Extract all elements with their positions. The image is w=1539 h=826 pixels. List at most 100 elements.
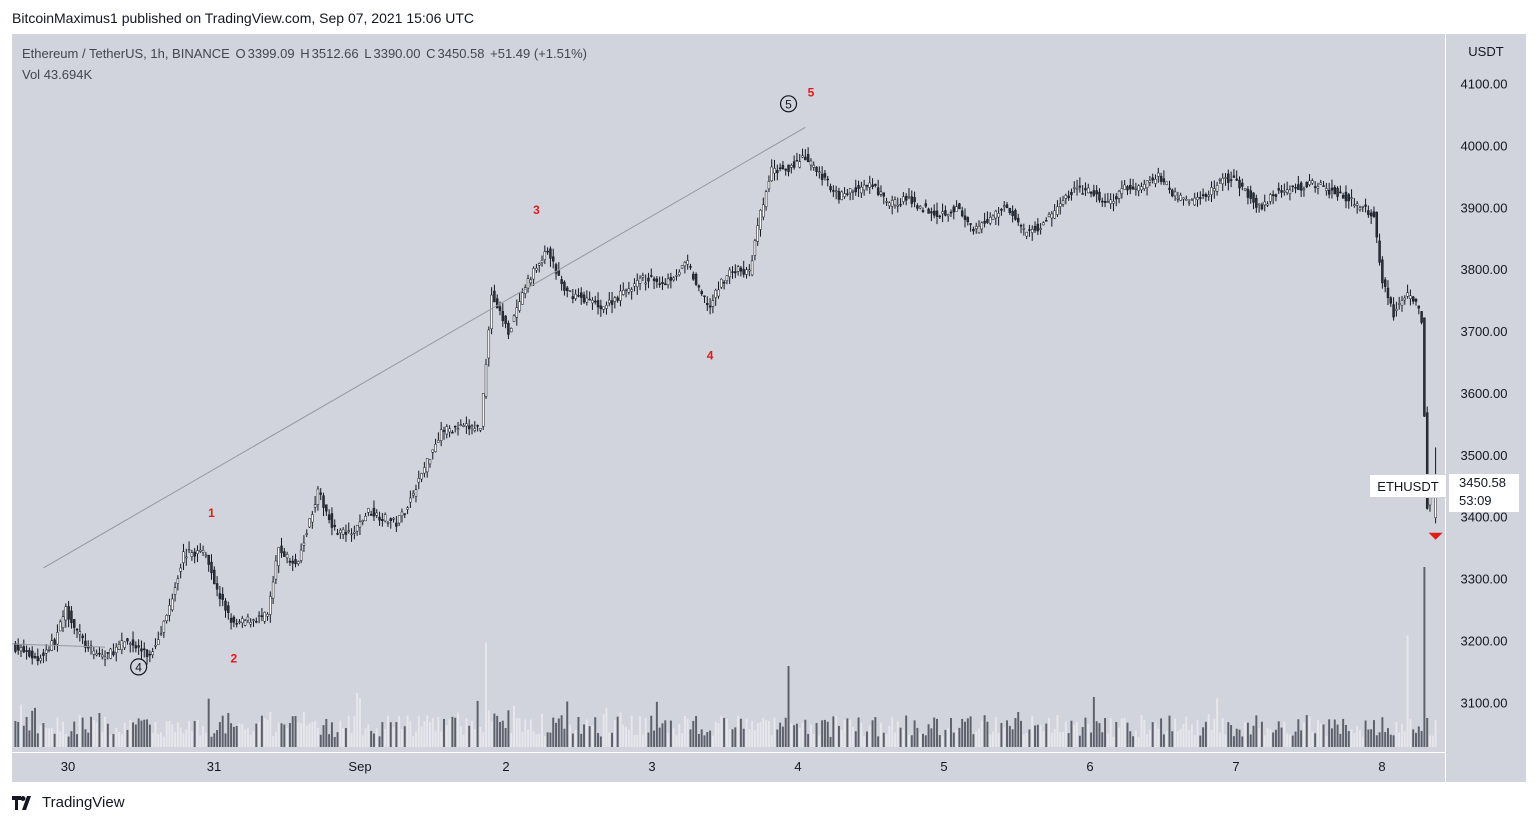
volume-bar xyxy=(1168,715,1171,747)
volume-bar xyxy=(938,735,941,747)
candle-body xyxy=(580,292,583,298)
candle-body xyxy=(966,217,970,223)
volume-bar xyxy=(1431,735,1434,747)
candle-body xyxy=(787,164,790,172)
volume-bar xyxy=(342,728,345,747)
candle-body xyxy=(333,525,336,527)
volume-bar xyxy=(969,716,972,747)
candle-body xyxy=(1075,188,1079,190)
candle-body xyxy=(232,616,236,623)
volume-bar xyxy=(246,728,249,747)
candle-body xyxy=(1039,228,1042,230)
candle-body xyxy=(1420,311,1423,323)
candle-body xyxy=(924,203,928,207)
footer-brand[interactable]: TradingView xyxy=(42,794,125,811)
symbol-title[interactable]: Ethereum / TetherUS, 1h, BINANCE xyxy=(22,46,230,61)
volume-bar xyxy=(499,721,501,747)
candle-body xyxy=(285,554,289,559)
candle-body xyxy=(820,173,824,180)
volume-bar xyxy=(734,727,737,747)
candle-body xyxy=(106,652,110,654)
candle-body xyxy=(806,154,810,163)
candle-body xyxy=(675,275,678,277)
volume-bar xyxy=(1395,721,1398,747)
candle-body xyxy=(549,248,552,259)
volume-bar xyxy=(627,729,630,747)
candle-body xyxy=(815,166,818,172)
time-axis-background xyxy=(12,753,1445,782)
volume-bar xyxy=(398,715,401,747)
candle-body xyxy=(1325,188,1328,191)
candle-body xyxy=(1045,220,1048,222)
candle-body xyxy=(1000,208,1003,211)
volume-bar xyxy=(832,716,835,747)
candle-body xyxy=(952,206,956,213)
volume-bar xyxy=(434,730,437,747)
close-value: 3450.58 xyxy=(437,46,485,61)
open-label: O xyxy=(235,46,246,61)
volume-bar xyxy=(1319,723,1322,747)
candle-body xyxy=(896,204,900,207)
volume-bar xyxy=(431,717,434,747)
volume-bar xyxy=(997,732,1000,747)
volume-bar xyxy=(148,724,151,747)
candle-body xyxy=(854,187,857,193)
open-value: 3399.09 xyxy=(247,46,295,61)
candle-body xyxy=(1115,196,1118,200)
volume-bar xyxy=(667,732,670,747)
volume-bar xyxy=(1084,717,1087,747)
candle-body xyxy=(823,173,827,178)
candle-body xyxy=(1171,189,1174,197)
volume-bar xyxy=(608,732,611,747)
volume-bar xyxy=(414,731,417,747)
volume-bar xyxy=(1392,735,1395,747)
candle-body xyxy=(319,492,322,495)
candle-body xyxy=(185,556,188,559)
candle-body xyxy=(137,645,140,648)
volume-bar xyxy=(787,666,790,747)
candle-body xyxy=(120,640,124,650)
volume-bar xyxy=(639,716,642,747)
candle-body xyxy=(42,652,45,656)
volume-bar xyxy=(846,718,849,747)
volume-bar xyxy=(1120,718,1123,747)
volume-bar xyxy=(1171,731,1174,747)
candle-body xyxy=(874,183,877,186)
y-tick-label: 3500.00 xyxy=(1461,448,1508,463)
candle-body xyxy=(260,615,264,617)
volume-bar xyxy=(182,732,185,747)
tradingview-logo-icon[interactable] xyxy=(12,795,38,810)
candle-body xyxy=(1042,222,1045,226)
candle-body xyxy=(1168,187,1171,190)
volume-bar xyxy=(1162,734,1165,747)
candlestick-chart[interactable]: 4100.00 4000.00 3900.00 3800.00 3700.00 3600.… xyxy=(12,34,1526,782)
volume-bar xyxy=(67,736,70,747)
volume-bar xyxy=(98,713,101,747)
volume-bar xyxy=(815,723,818,747)
candle-body xyxy=(375,512,378,516)
volume-bar xyxy=(132,722,135,747)
candle-body xyxy=(280,545,283,554)
volume-bar xyxy=(1224,734,1227,747)
volume-bar xyxy=(280,723,283,747)
x-tick-label: 6 xyxy=(1086,759,1093,774)
candle-body xyxy=(1252,192,1255,203)
volume-bar xyxy=(549,732,552,747)
candle-body xyxy=(395,522,398,527)
volume-bar xyxy=(448,718,451,747)
chart-frame[interactable]: 4100.00 4000.00 3900.00 3800.00 3700.00 3600.… xyxy=(12,34,1526,782)
candle-body xyxy=(1129,185,1132,190)
volume-bar xyxy=(62,721,65,747)
x-tick-label: 4 xyxy=(794,759,801,774)
volume-bar xyxy=(658,727,661,747)
volume-bar xyxy=(1249,734,1252,747)
volume-bar xyxy=(1300,730,1303,747)
trend-line-base xyxy=(12,643,106,648)
volume-bar xyxy=(804,719,807,747)
volume-bar xyxy=(350,732,353,747)
volume-bar xyxy=(28,730,31,747)
candle-body xyxy=(490,294,493,330)
volume-bar xyxy=(305,725,308,747)
publisher-name[interactable]: BitcoinMaximus1 xyxy=(12,10,118,26)
candle-body xyxy=(1227,173,1230,183)
